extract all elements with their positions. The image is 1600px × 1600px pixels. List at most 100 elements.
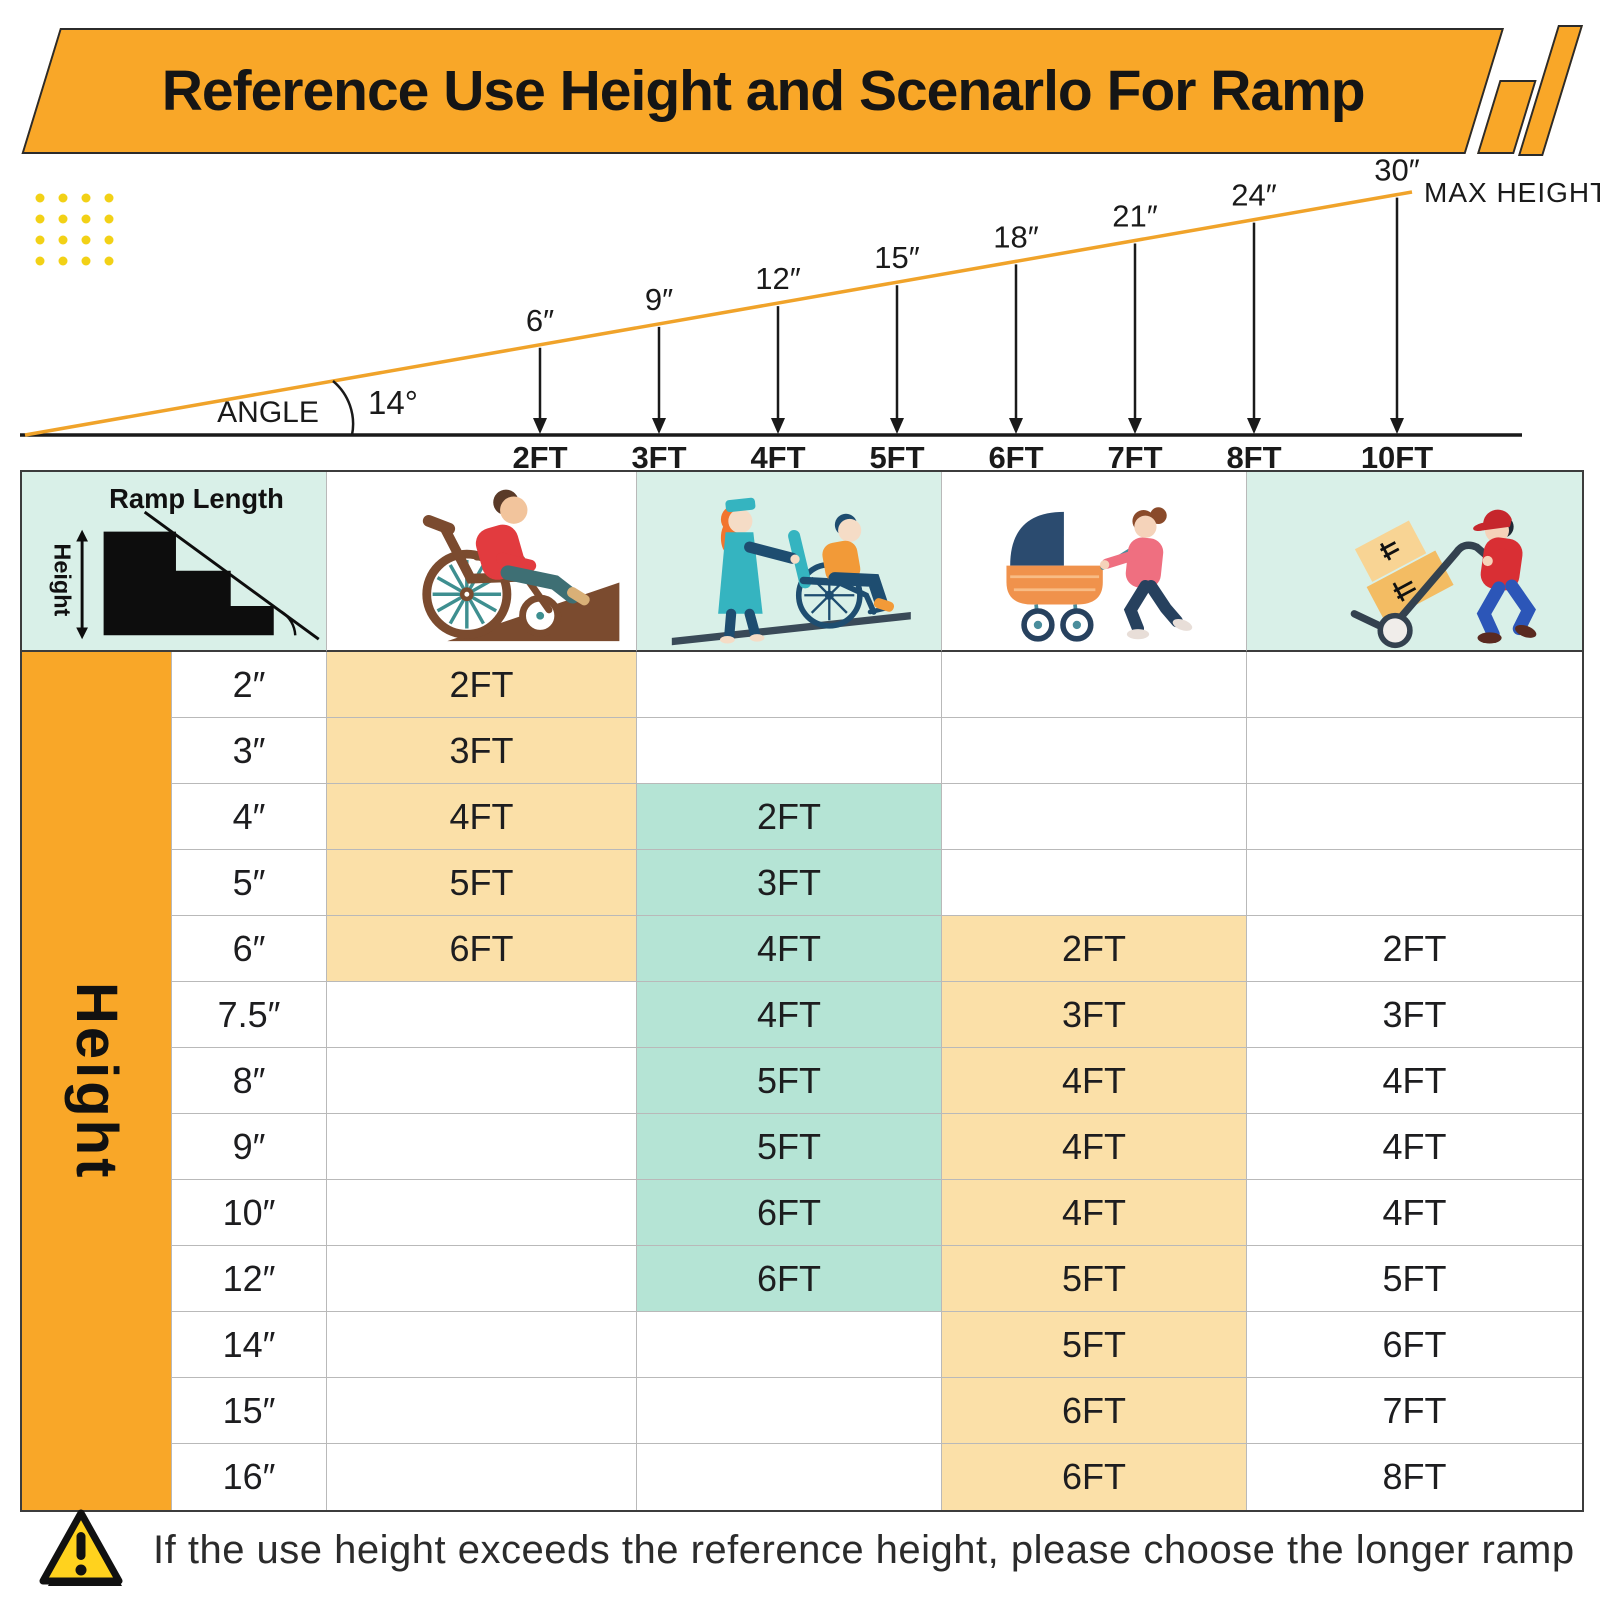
row-height-label: 4″: [172, 784, 327, 850]
ramp-length-cell: 2FT: [327, 652, 637, 718]
rise-height-label: 24″: [1231, 178, 1276, 213]
ramp-length-cell: 4FT: [637, 916, 942, 982]
ramp-length-cell: 4FT: [942, 1180, 1247, 1246]
row-height-label: 2″: [172, 652, 327, 718]
ramp-length-cell: [327, 1180, 637, 1246]
ramp-length-cell: 7FT: [1247, 1378, 1582, 1444]
ramp-length-cell: 4FT: [942, 1114, 1247, 1180]
ramp-length-cell: 2FT: [1247, 916, 1582, 982]
rise-height-label: 9″: [645, 282, 673, 317]
ramp-length-cell: [1247, 718, 1582, 784]
ramp-length-cell: [327, 1246, 637, 1312]
ramp-length-cell: [327, 1114, 637, 1180]
ramp-length-cell: 6FT: [942, 1378, 1247, 1444]
ramp-length-cell: 4FT: [1247, 1114, 1582, 1180]
ramp-length-tick: 2FT: [512, 440, 567, 470]
ramp-length-cell: 6FT: [1247, 1312, 1582, 1378]
ramp-length-cell: [637, 1312, 942, 1378]
ramp-length-cell: 5FT: [1247, 1246, 1582, 1312]
ramp-length-cell: 6FT: [637, 1180, 942, 1246]
ramp-length-cell: [637, 1444, 942, 1510]
ramp-length-cell: [1247, 652, 1582, 718]
row-height-label: 3″: [172, 718, 327, 784]
footer-note-text: If the use height exceeds the reference …: [153, 1527, 1575, 1572]
table-corner-cell: Ramp Length Height: [22, 472, 327, 652]
angle-value: 14°: [368, 384, 418, 421]
stroller-icon: [1006, 507, 1193, 642]
ramp-length-cell: 4FT: [1247, 1048, 1582, 1114]
ramp-length-cell: 2FT: [942, 916, 1247, 982]
ramp-length-cell: 4FT: [1247, 1180, 1582, 1246]
ramp-length-cell: 4FT: [942, 1048, 1247, 1114]
height-markers: 6″ 2FT 9″ 3FT 12″ 4FT 15″ 5FT 18″ 6FT 21″ 7FT 24″ 8FT…: [512, 153, 1433, 470]
ramp-length-cell: 5FT: [637, 1114, 942, 1180]
row-height-label: 16″: [172, 1444, 327, 1510]
height-axis-mini-label: Height: [49, 543, 75, 616]
footer-note: If the use height exceeds the reference …: [35, 1506, 1575, 1594]
height-axis-label: Height: [22, 652, 172, 1510]
page-title: Reference Use Height and Scenarlo For Ra…: [161, 59, 1365, 123]
warning-icon: [39, 1509, 123, 1586]
title-banner: Reference Use Height and Scenarlo For Ra…: [21, 28, 1505, 154]
row-height-label: 15″: [172, 1378, 327, 1444]
scenario-header-stroller: [942, 472, 1247, 652]
row-height-label: 8″: [172, 1048, 327, 1114]
stairs-icon: [103, 531, 274, 636]
ramp-length-cell: [327, 982, 637, 1048]
ramp-length-cell: [942, 652, 1247, 718]
ramp-length-cell: 4FT: [637, 982, 942, 1048]
row-height-label: 6″: [172, 916, 327, 982]
angle-label: ANGLE: [217, 396, 319, 429]
scenario-header-attended-wheelchair: [637, 472, 942, 652]
ramp-length-cell: [327, 1312, 637, 1378]
rise-height-label: 6″: [526, 303, 554, 338]
ramp-length-cell: 5FT: [637, 1048, 942, 1114]
ramp-length-cell: 3FT: [637, 850, 942, 916]
decor-dots: [35, 193, 114, 266]
ramp-length-height-icon: Ramp Length Height: [49, 483, 320, 641]
hand-truck-icon: [1350, 509, 1536, 649]
ramp-length-cell: [637, 718, 942, 784]
ramp-height-diagram: ANGLE 14° MAX HEIGHT 6″ 2FT 9″ 3FT 12″ 4FT 15″…: [20, 153, 1600, 470]
row-height-label: 10″: [172, 1180, 327, 1246]
ramp-length-cell: 3FT: [1247, 982, 1582, 1048]
nurse-pushing-wheelchair-icon: [671, 497, 911, 646]
rise-height-label: 12″: [755, 261, 800, 296]
row-height-label: 12″: [172, 1246, 327, 1312]
ramp-length-cell: [637, 1378, 942, 1444]
ramp-length-tick: 7FT: [1107, 440, 1162, 470]
ramp-length-cell: [637, 652, 942, 718]
row-height-label: 7.5″: [172, 982, 327, 1048]
ramp-line: [24, 190, 1413, 437]
ramp-length-table: Ramp Length Height: [20, 470, 1584, 1512]
scenario-header-hand-truck: [1247, 472, 1582, 652]
ramp-length-cell: 4FT: [327, 784, 637, 850]
rise-height-label: 30″: [1374, 153, 1419, 188]
ramp-length-cell: [942, 784, 1247, 850]
ramp-length-cell: [327, 1048, 637, 1114]
ramp-length-cell: [1247, 850, 1582, 916]
ramp-length-cell: [942, 850, 1247, 916]
ramp-length-cell: 6FT: [942, 1444, 1247, 1510]
ramp-length-cell: [942, 718, 1247, 784]
ramp-length-cell: 5FT: [327, 850, 637, 916]
ramp-length-label: Ramp Length: [109, 483, 284, 514]
max-height-label: MAX HEIGHT: [1424, 177, 1600, 208]
ramp-length-tick: 6FT: [988, 440, 1043, 470]
ramp-length-cell: 8FT: [1247, 1444, 1582, 1510]
rise-height-label: 18″: [993, 219, 1038, 254]
row-height-label: 14″: [172, 1312, 327, 1378]
ramp-length-cell: [327, 1378, 637, 1444]
angle-arc: [332, 380, 355, 436]
ramp-length-cell: 6FT: [637, 1246, 942, 1312]
ramp-length-cell: 6FT: [327, 916, 637, 982]
scenario-header-wheelchair: [327, 472, 637, 652]
rise-height-label: 15″: [874, 240, 919, 275]
ramp-length-tick: 3FT: [631, 440, 686, 470]
ramp-length-tick: 4FT: [750, 440, 805, 470]
rise-height-label: 21″: [1112, 199, 1157, 234]
ramp-length-cell: 3FT: [942, 982, 1247, 1048]
row-height-label: 9″: [172, 1114, 327, 1180]
ramp-length-cell: [327, 1444, 637, 1510]
